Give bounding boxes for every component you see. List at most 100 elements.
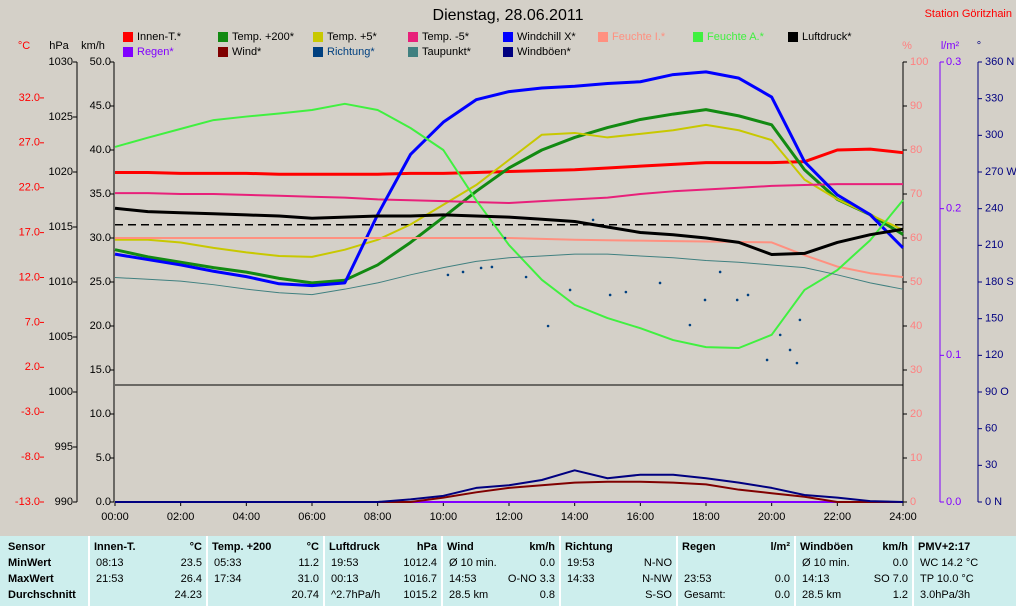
y-tick-label: 1005 xyxy=(49,331,73,343)
column-unit: °C xyxy=(189,541,202,553)
y-tick-label: 20.0 xyxy=(90,320,111,332)
axis-title: °C xyxy=(18,40,30,52)
cell-left: ^2.7hPa/h xyxy=(331,589,381,601)
axis-title: l/m² xyxy=(941,40,960,52)
legend-swatch xyxy=(693,32,703,42)
cell-left: 28.5 km xyxy=(802,589,842,601)
row-label: Durchschnitt xyxy=(8,589,76,601)
legend-label: Temp. -5* xyxy=(422,31,470,43)
cell-left: 19:53 xyxy=(331,557,359,569)
y-tick-label: 27.0 xyxy=(19,137,40,149)
y-tick-label: 20 xyxy=(910,408,922,420)
cell-right: 1012.4 xyxy=(403,557,437,569)
direction-point xyxy=(446,273,450,277)
y-tick-label: 30 xyxy=(985,459,997,471)
direction-point xyxy=(624,290,628,294)
row-label: Sensor xyxy=(8,541,46,553)
series-line xyxy=(114,253,904,296)
legend-swatch xyxy=(123,47,133,57)
y-tick-label: 12.0 xyxy=(19,271,40,283)
y-tick-label: 40.0 xyxy=(90,144,111,156)
cell-right: O-NO 3.3 xyxy=(507,573,555,585)
x-tick-label: 20:00 xyxy=(758,511,786,523)
y-tick-label: 0 N xyxy=(985,496,1002,508)
y-tick-label: 60 xyxy=(910,232,922,244)
y-tick-label: -3.0 xyxy=(21,406,40,418)
y-tick-label: 32.0 xyxy=(19,92,40,104)
direction-point xyxy=(608,293,612,297)
cell-left: TP 10.0 °C xyxy=(920,573,974,585)
cell-right: 23.5 xyxy=(180,557,202,569)
column-unit: hPa xyxy=(416,541,437,553)
cell-right: S-SO xyxy=(645,589,672,601)
cell-right: 24.23 xyxy=(174,589,202,601)
y-tick-label: 270 W xyxy=(985,166,1016,178)
direction-point xyxy=(735,298,739,302)
y-tick-label: 10.0 xyxy=(90,408,111,420)
y-tick-label: 25.0 xyxy=(90,276,111,288)
series-line xyxy=(115,237,904,279)
column-title: Luftdruck xyxy=(329,541,380,553)
cell-right: 26.4 xyxy=(180,573,202,585)
legend-label: Innen-T.* xyxy=(137,31,182,43)
y-tick-label: 0.2 xyxy=(946,203,961,215)
y-tick-label: 1010 xyxy=(49,276,73,288)
direction-point xyxy=(568,288,572,292)
series-line xyxy=(115,469,904,503)
chart-title: Dienstag, 28.06.2011 xyxy=(433,7,584,24)
table-column: Temp. +200 °C 05:33 11.2 17:34 31.0 20.74 xyxy=(208,536,323,606)
cell-left: 19:53 xyxy=(567,557,595,569)
y-tick-label: 22.0 xyxy=(19,182,40,194)
legend-swatch xyxy=(503,47,513,57)
column-title: Temp. +200 xyxy=(212,541,272,553)
direction-point xyxy=(788,348,792,352)
direction-point xyxy=(461,270,465,274)
y-tick-label: 240 xyxy=(985,203,1003,215)
y-tick-label: 50.0 xyxy=(90,56,111,68)
cell-right: 0.0 xyxy=(774,589,790,601)
y-tick-label: 1025 xyxy=(49,111,73,123)
legend-label: Windchill X* xyxy=(517,31,576,43)
direction-point xyxy=(658,281,662,285)
cell-left: Gesamt: xyxy=(684,589,726,601)
table-column: Innen-T. °C 08:13 23.5 21:53 26.4 24.23 xyxy=(90,536,206,606)
cell-right: N-NO xyxy=(643,557,672,569)
y-tick-label: 2.0 xyxy=(25,361,40,373)
legend-swatch xyxy=(123,32,133,42)
y-tick-label: 30.0 xyxy=(90,232,111,244)
direction-point xyxy=(591,218,595,222)
summary-table: Sensor MinWert MaxWert Durchschnitt Innen-T.… xyxy=(0,536,1016,606)
y-tick-label: 330 xyxy=(985,93,1003,105)
legend-label: Temp. +200* xyxy=(232,31,295,43)
legend-swatch xyxy=(598,32,608,42)
y-tick-label: 15.0 xyxy=(90,364,111,376)
column-title: Windböen xyxy=(800,541,854,553)
cell-left: Ø 10 min. xyxy=(802,557,850,569)
cell-right: 1016.7 xyxy=(403,573,437,585)
cell-left: 23:53 xyxy=(684,573,712,585)
cell-right: 1015.2 xyxy=(403,589,437,601)
y-tick-label: 0.3 xyxy=(946,56,961,68)
column-unit: km/h xyxy=(882,541,908,553)
table-column: Wind km/h Ø 10 min. 0.0 14:53 O-NO 3.3 28.5 km… xyxy=(443,536,559,606)
legend-label: Regen* xyxy=(137,46,174,58)
cell-left: 00:13 xyxy=(331,573,359,585)
y-tick-label: 50 xyxy=(910,276,922,288)
legend-swatch xyxy=(788,32,798,42)
y-tick-label: 0.0 xyxy=(946,496,961,508)
x-tick-label: 16:00 xyxy=(627,511,655,523)
y-tick-label: 70 xyxy=(910,188,922,200)
legend-label: Temp. +5* xyxy=(327,31,378,43)
legend-swatch xyxy=(313,32,323,42)
direction-point xyxy=(765,358,769,362)
legend-label: Windböen* xyxy=(517,46,572,58)
x-tick-label: 10:00 xyxy=(430,511,458,523)
y-tick-label: 30 xyxy=(910,364,922,376)
y-tick-label: 1000 xyxy=(49,386,73,398)
direction-point xyxy=(490,265,494,269)
legend-swatch xyxy=(218,47,228,57)
direction-point xyxy=(688,323,692,327)
cell-right: 20.74 xyxy=(291,589,319,601)
x-tick-label: 12:00 xyxy=(495,511,523,523)
x-tick-label: 24:00 xyxy=(889,511,917,523)
